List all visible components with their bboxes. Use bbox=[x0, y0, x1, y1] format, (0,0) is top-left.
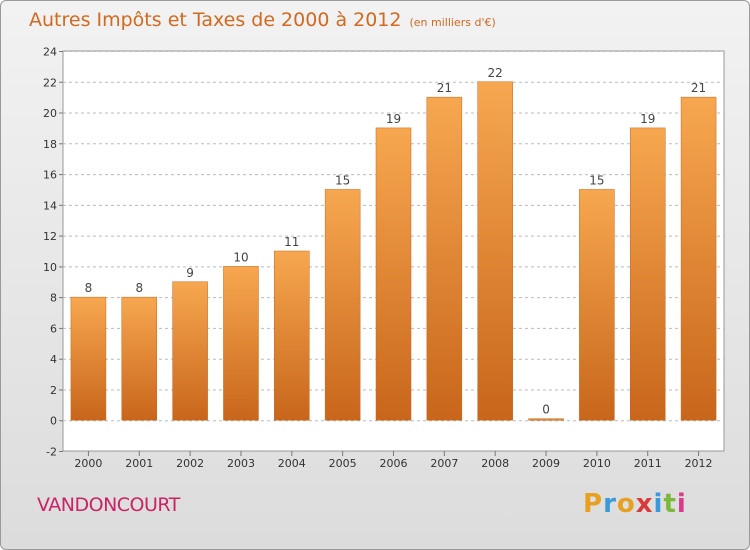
y-tick-label: 22 bbox=[43, 76, 57, 89]
data-label: 19 bbox=[386, 112, 401, 126]
chart-title: Autres Impôts et Taxes de 2000 à 2012 bbox=[29, 9, 402, 31]
bar-2012 bbox=[680, 96, 717, 421]
y-tick-label: 10 bbox=[43, 261, 57, 274]
y-tick-label: -2 bbox=[46, 446, 57, 459]
bar-2009 bbox=[528, 418, 564, 421]
logo-letter: i bbox=[676, 489, 687, 519]
bar-2003 bbox=[223, 266, 259, 421]
bar-2006 bbox=[375, 127, 412, 421]
bar-2007 bbox=[426, 96, 463, 421]
bar-2001 bbox=[121, 296, 158, 421]
y-tick-label: 16 bbox=[43, 169, 57, 182]
x-tick-label: 2007 bbox=[430, 457, 458, 470]
bar-2000 bbox=[70, 296, 107, 421]
data-label: 19 bbox=[640, 112, 655, 126]
x-tick-label: 2008 bbox=[481, 457, 509, 470]
data-label: 22 bbox=[488, 66, 503, 80]
logo-letter: r bbox=[603, 489, 617, 519]
bar-2008 bbox=[477, 81, 513, 421]
x-tick-label: 2006 bbox=[380, 457, 408, 470]
y-tick-label: 6 bbox=[50, 322, 57, 335]
y-tick-label: 20 bbox=[43, 107, 57, 120]
logo-letter: t bbox=[663, 489, 677, 519]
commune-name: VANDONCOURT bbox=[37, 494, 180, 516]
logo-letter: x bbox=[635, 489, 654, 519]
y-tick-label: 18 bbox=[43, 138, 57, 151]
x-tick-label: 2003 bbox=[227, 457, 255, 470]
x-tick-label: 2001 bbox=[125, 457, 153, 470]
data-label: 10 bbox=[233, 250, 248, 264]
x-tick-label: 2010 bbox=[583, 457, 611, 470]
data-label: 8 bbox=[85, 281, 93, 295]
x-tick-label: 2002 bbox=[176, 457, 204, 470]
y-tick-label: 4 bbox=[50, 353, 57, 366]
x-tick-label: 2005 bbox=[329, 457, 357, 470]
bar-2010 bbox=[579, 189, 615, 421]
y-tick-label: 12 bbox=[43, 230, 57, 243]
data-label: 15 bbox=[589, 173, 604, 187]
bar-2002 bbox=[172, 281, 208, 421]
bar-2011 bbox=[629, 127, 666, 421]
x-tick-label: 2011 bbox=[634, 457, 662, 470]
data-label: 9 bbox=[186, 266, 194, 280]
data-label: 0 bbox=[542, 403, 550, 417]
data-label: 21 bbox=[691, 81, 706, 95]
x-tick-label: 2000 bbox=[74, 457, 102, 470]
logo-letter: P bbox=[583, 489, 604, 519]
x-tick-label: 2009 bbox=[532, 457, 560, 470]
y-tick-label: 14 bbox=[43, 199, 57, 212]
x-tick-label: 2012 bbox=[685, 457, 713, 470]
data-label: 11 bbox=[284, 235, 299, 249]
data-label: 21 bbox=[437, 81, 452, 95]
data-label: 8 bbox=[135, 281, 143, 295]
x-tick-label: 2004 bbox=[278, 457, 306, 470]
data-label: 15 bbox=[335, 173, 350, 187]
logo-letter: o bbox=[616, 489, 636, 519]
bar-2004 bbox=[274, 250, 310, 421]
chart-header: Autres Impôts et Taxes de 2000 à 2012 (en… bbox=[29, 9, 496, 31]
chart-subtitle: (en milliers d'€) bbox=[409, 16, 496, 29]
y-tick-label: 0 bbox=[50, 415, 57, 428]
y-tick-label: 24 bbox=[43, 46, 57, 59]
y-tick-label: 8 bbox=[50, 292, 57, 305]
y-tick-label: 2 bbox=[50, 384, 57, 397]
proxiti-logo: Proxiti bbox=[583, 489, 687, 519]
bar-2005 bbox=[324, 189, 361, 421]
logo-letter: i bbox=[653, 489, 664, 519]
